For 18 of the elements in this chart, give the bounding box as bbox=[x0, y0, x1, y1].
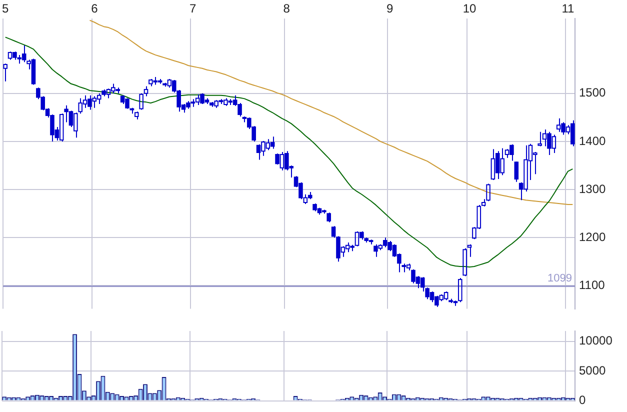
candlestick bbox=[3, 63, 8, 82]
y-tick-label: 1400 bbox=[579, 134, 606, 148]
candlestick bbox=[467, 244, 472, 258]
y-tick-label: 1500 bbox=[579, 86, 606, 100]
y-tick-label: 0 bbox=[579, 393, 586, 408]
y-tick-label: 1300 bbox=[579, 182, 606, 196]
x-tick-label: 11 bbox=[562, 2, 575, 16]
y-tick-label: 5000 bbox=[579, 363, 606, 378]
y-tick-label: 1100 bbox=[579, 278, 606, 292]
x-tick-label: 9 bbox=[386, 2, 394, 16]
x-tick-label: 8 bbox=[283, 2, 290, 16]
ref-line-label: 1099 bbox=[548, 272, 572, 285]
y-tick-label: 1200 bbox=[579, 230, 606, 244]
x-tick-label: 5 bbox=[2, 2, 9, 16]
x-tick-label: 6 bbox=[91, 2, 98, 16]
y-tick-label: 10000 bbox=[579, 334, 613, 348]
x-tick-label: 7 bbox=[190, 2, 197, 16]
x-tick-label: 10 bbox=[462, 2, 477, 16]
